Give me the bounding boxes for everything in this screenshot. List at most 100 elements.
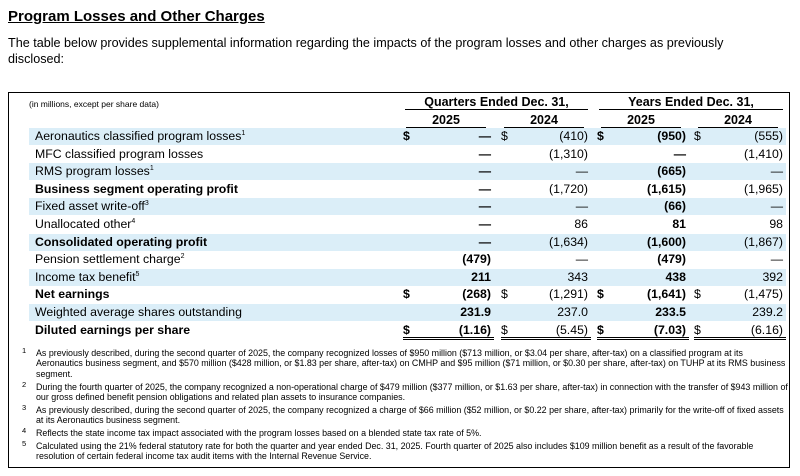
currency-symbol: $ — [597, 287, 604, 302]
row-label-text: Income tax benefit — [35, 269, 136, 284]
row-label-text: MFC classified program losses — [35, 146, 204, 161]
table-cell: 86 — [574, 217, 588, 231]
table-cell: (479) — [657, 252, 686, 267]
column-header: 2025 — [406, 113, 486, 128]
row-label-text: RMS program losses — [35, 164, 150, 179]
table-cell: — — [575, 252, 588, 267]
row-label: Aeronautics classified program losses1 — [35, 129, 245, 143]
row-label-text: Fixed asset write-off — [35, 199, 145, 214]
table-cell: — — [478, 181, 491, 196]
row-label: Weighted average shares outstanding — [35, 305, 242, 319]
table-cell: (479) — [462, 252, 491, 267]
column-header: 2024 — [698, 113, 778, 128]
column-header: 2024 — [504, 113, 584, 128]
double-underline — [501, 336, 591, 340]
row-shade — [29, 233, 786, 251]
footnote-ref: 3 — [144, 200, 149, 208]
table-cell: — — [673, 146, 686, 161]
row-label: Net earnings — [35, 287, 109, 301]
footnote-marker: 4 — [22, 425, 27, 435]
footnote-marker: 1 — [22, 346, 27, 355]
row-label: Unallocated other4 — [35, 217, 135, 231]
row-label: Pension settlement charge2 — [35, 252, 185, 266]
row-label-text: Pension settlement charge — [35, 252, 181, 267]
row-shade — [29, 304, 786, 321]
table-cell: (5.45) — [555, 322, 588, 337]
currency-symbol: $ — [403, 287, 410, 302]
table-box: (in millions, except per share data) Quar… — [8, 92, 790, 468]
row-label: Income tax benefit5 — [35, 270, 139, 284]
table-cell: (1,475) — [744, 287, 783, 302]
double-underline — [597, 336, 689, 340]
currency-symbol: $ — [694, 129, 701, 143]
table-cell: (1,291) — [549, 287, 588, 302]
footnote-text: As previously described, during the seco… — [36, 348, 786, 379]
table-cell: — — [575, 164, 588, 179]
table-cell: (1,600) — [647, 234, 686, 249]
row-label: Fixed asset write-off3 — [35, 199, 149, 213]
section-title: Program Losses and Other Charges — [8, 8, 265, 25]
currency-symbol: $ — [694, 322, 701, 337]
footnote-text: Reflects the state income tax impact ass… — [36, 427, 482, 438]
table-cell: (7.03) — [653, 322, 686, 337]
table-cell: 211 — [471, 269, 491, 284]
table-cell: 81 — [672, 217, 686, 231]
row-label: Diluted earnings per share — [35, 323, 190, 337]
table-cell: — — [478, 129, 491, 143]
footnote-text: Calculated using the 21% federal statuto… — [36, 440, 754, 462]
row-label: Business segment operating profit — [35, 182, 238, 196]
row-shade — [29, 198, 786, 216]
row-shade — [29, 128, 786, 145]
table-cell: (1,615) — [647, 181, 686, 196]
currency-symbol: $ — [403, 322, 410, 337]
table-cell: — — [770, 199, 783, 214]
column-header: 2025 — [601, 113, 681, 128]
row-shade — [29, 268, 786, 286]
table-cell: — — [478, 234, 491, 249]
table-cell: 239.2 — [752, 305, 783, 319]
double-underline — [694, 336, 786, 340]
table-cell: 392 — [762, 269, 783, 284]
row-label-text: Aeronautics classified program losses — [35, 129, 242, 143]
row-label-text: Business segment operating profit — [35, 181, 238, 196]
table-cell: (1,867) — [744, 234, 783, 249]
row-label: RMS program losses1 — [35, 164, 154, 178]
table-cell: — — [478, 146, 491, 161]
footnote-ref: 2 — [180, 253, 185, 261]
currency-symbol: $ — [501, 287, 508, 302]
table-cell: — — [478, 164, 491, 179]
currency-symbol: $ — [501, 322, 508, 337]
table-cell: (410) — [559, 129, 588, 143]
table-cell: — — [575, 199, 588, 214]
table-cell: (665) — [657, 164, 686, 179]
table-cell: 438 — [665, 269, 686, 284]
footnote-text: As previously described, during the seco… — [36, 404, 784, 425]
table-cell: (1,634) — [549, 234, 588, 249]
table-cell: 98 — [769, 217, 783, 231]
footnote-ref: 5 — [135, 270, 140, 278]
table-cell: (1,965) — [744, 181, 783, 196]
unit-note: (in millions, except per share data) — [29, 99, 159, 109]
footnote-marker: 3 — [22, 402, 27, 412]
footnote-marker: 5 — [22, 438, 27, 448]
table-cell: (1.16) — [458, 322, 491, 337]
table-cell: (1,310) — [549, 146, 588, 161]
table-cell: (1,720) — [549, 181, 588, 196]
table-cell: (555) — [754, 129, 783, 143]
table-cell: (268) — [462, 287, 491, 302]
table-cell: 233.5 — [655, 305, 686, 319]
table-cell: 231.9 — [460, 305, 491, 319]
intro-text: The table below provides supplemental in… — [8, 36, 724, 66]
footnote-text: During the fourth quarter of 2025, the c… — [36, 381, 788, 402]
row-label: Consolidated operating profit — [35, 235, 207, 249]
table-cell: (1,641) — [647, 287, 686, 302]
footnote-ref: 1 — [149, 165, 154, 173]
row-label-text: Net earnings — [35, 287, 110, 302]
currency-symbol: $ — [597, 129, 604, 143]
table-cell: (1,410) — [744, 146, 783, 161]
row-label-text: Unallocated other — [35, 217, 132, 231]
table-cell: (6.16) — [750, 322, 783, 337]
table-cell: — — [770, 164, 783, 179]
group-header: Years Ended Dec. 31, — [599, 95, 783, 110]
